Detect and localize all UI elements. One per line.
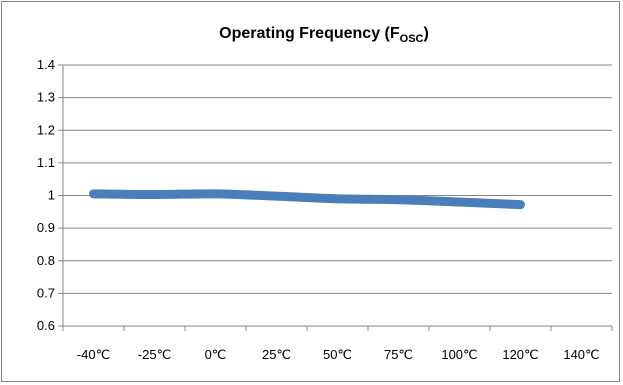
y-tick-label: 0.7 [37, 285, 55, 300]
x-tick-label: -25℃ [138, 347, 171, 362]
series-point [154, 194, 155, 196]
chart-title: Operating Frequency (FOSC) [219, 25, 429, 45]
y-tick-label: 0.6 [37, 318, 55, 333]
chart-title-subscript: OSC [400, 33, 424, 45]
x-tick-label: 140℃ [563, 347, 599, 362]
y-tick-label: 1.4 [37, 57, 55, 72]
y-tick-label: 1.2 [37, 122, 55, 137]
series-point [276, 195, 277, 197]
y-tick-label: 1 [48, 188, 55, 203]
series-point [337, 198, 338, 200]
axes [58, 64, 613, 331]
series-point [520, 204, 521, 206]
gridlines [63, 64, 612, 294]
chart-title-main: Operating Frequency (F [219, 25, 400, 42]
series-line [89, 189, 525, 210]
chart-title-end: ) [423, 25, 428, 42]
series-point [398, 199, 399, 201]
y-tick-label: 0.8 [37, 253, 55, 268]
x-tick-labels: -40℃ -25℃ 0℃ 25℃ 50℃ 75℃ 100℃ 120℃ 140℃ [77, 347, 600, 362]
x-tick-label: 0℃ [205, 347, 227, 362]
y-tick-label: 0.9 [37, 220, 55, 235]
series-point [459, 201, 460, 203]
y-tick-label: 1.3 [37, 90, 55, 105]
x-tick-label: 120℃ [502, 347, 538, 362]
series-point [93, 193, 94, 195]
x-tick-label: 25℃ [262, 347, 291, 362]
x-tick-label: 100℃ [441, 347, 477, 362]
y-tick-labels: 0.6 0.7 0.8 0.9 1 1.1 1.2 1.3 1.4 [37, 57, 55, 333]
series-point [215, 193, 216, 195]
x-tick-label: 75℃ [384, 347, 413, 362]
x-tick-label: -40℃ [77, 347, 110, 362]
x-tick-label: 50℃ [323, 347, 352, 362]
y-tick-label: 1.1 [37, 155, 55, 170]
series-group [89, 189, 525, 210]
